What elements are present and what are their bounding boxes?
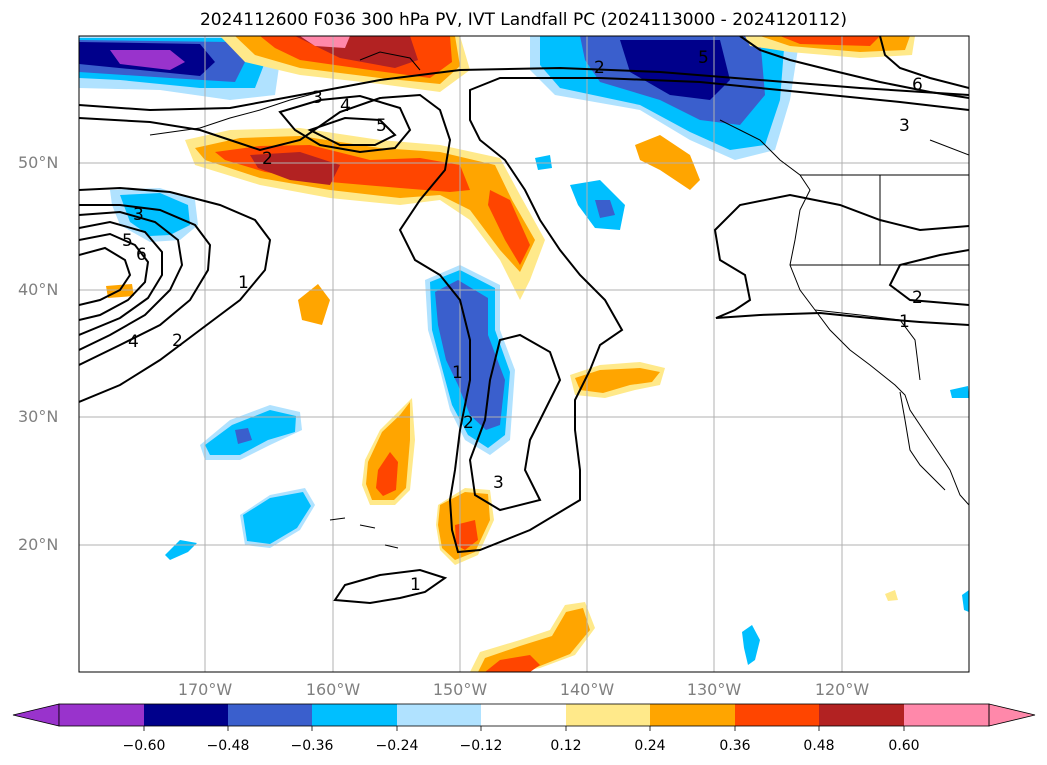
- contour-label: 1: [238, 273, 249, 293]
- colorbar-segment: [312, 704, 397, 726]
- lat-label: 50°N: [18, 153, 59, 172]
- contour-labels: 3 4 5 2 3 5 6 1 4 2 2 5 6 3 1 2 3 2 1 1: [122, 48, 923, 595]
- lon-label: 170°W: [177, 680, 233, 699]
- pv-anomaly-shading: [79, 36, 969, 672]
- lon-label: 120°W: [814, 680, 870, 699]
- colorbar-segment: [566, 704, 651, 726]
- contour-label: 3: [493, 473, 504, 493]
- lon-label: 130°W: [686, 680, 742, 699]
- colorbar-segment: [819, 704, 904, 726]
- colorbar-tick-label: 0.60: [888, 738, 920, 754]
- contour-label: 2: [262, 149, 273, 169]
- contour-label: 1: [899, 312, 910, 332]
- colorbar-tick-label: −0.24: [375, 738, 419, 754]
- contour-label: 1: [410, 575, 421, 595]
- contour-label: 6: [136, 245, 147, 265]
- colorbar-segment: [735, 704, 820, 726]
- colorbar-segment: [988, 703, 1036, 727]
- contour-label: 5: [122, 231, 133, 251]
- lat-label: 20°N: [18, 535, 59, 554]
- contour-label: 3: [133, 205, 144, 225]
- colorbar-segment: [397, 704, 482, 726]
- contour-label: 5: [698, 48, 709, 68]
- contour-label: 2: [172, 331, 183, 351]
- contour-label: 3: [899, 116, 910, 136]
- lat-label: 40°N: [18, 280, 59, 299]
- lat-label: 30°N: [18, 407, 59, 426]
- colorbar-segment: [481, 704, 566, 726]
- colorbar-segment: [12, 703, 60, 727]
- contour-label: 3: [312, 88, 323, 108]
- colorbar-tick-label: −0.48: [206, 738, 250, 754]
- lon-label: 140°W: [559, 680, 615, 699]
- lon-label: 150°W: [432, 680, 488, 699]
- colorbar-tick-label: −0.60: [122, 738, 166, 754]
- colorbar-tick-label: −0.12: [459, 738, 503, 754]
- colorbar-segment: [228, 704, 313, 726]
- contour-label: 2: [594, 58, 605, 78]
- colorbar-segment: [59, 704, 144, 726]
- ivt-contours: [79, 36, 969, 605]
- colorbar-tick-label: 0.36: [719, 738, 751, 754]
- colorbar-tick-label: 0.12: [550, 738, 582, 754]
- colorbar-segment: [144, 704, 229, 726]
- coastlines: [149, 51, 969, 549]
- lon-label: 160°W: [305, 680, 361, 699]
- colorbar-tick-label: 0.48: [803, 738, 835, 754]
- colorbar-tick-label: 0.24: [634, 738, 666, 754]
- contour-label: 1: [452, 363, 463, 383]
- contour-label: 2: [463, 413, 474, 433]
- contour-label: 5: [376, 116, 387, 136]
- contour-label: 6: [912, 75, 923, 95]
- map-title: 2024112600 F036 300 hPa PV, IVT Landfall…: [199, 10, 847, 30]
- colorbar-segment: [904, 704, 989, 726]
- contour-label: 2: [912, 288, 923, 308]
- contour-label: 4: [340, 96, 351, 116]
- colorbar: [12, 703, 1036, 731]
- grid-lines: [79, 36, 969, 672]
- colorbar-segment: [650, 704, 735, 726]
- colorbar-tick-label: −0.36: [290, 738, 334, 754]
- map-frame: [78, 35, 970, 673]
- contour-label: 4: [128, 332, 139, 352]
